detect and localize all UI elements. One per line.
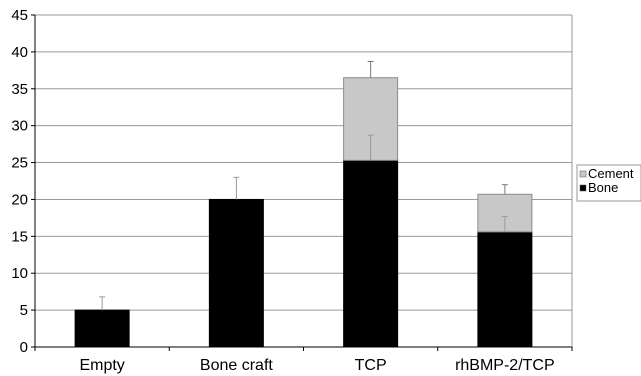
y-tick-label: 0 xyxy=(20,339,28,356)
y-tick-label: 20 xyxy=(11,191,28,208)
x-tick-label: TCP xyxy=(355,357,387,374)
legend-swatch-cement xyxy=(579,170,587,178)
bar-bone-0 xyxy=(74,309,130,348)
legend-label-bone: Bone xyxy=(588,180,618,195)
y-tick-label: 10 xyxy=(11,265,28,282)
x-tick-label: rhBMP-2/TCP xyxy=(455,357,555,374)
bar-bone-1 xyxy=(208,198,264,348)
legend-box xyxy=(576,164,641,202)
x-tick-label: Bone craft xyxy=(200,357,273,374)
y-tick-label: 25 xyxy=(11,155,28,172)
legend-swatch-bone xyxy=(579,184,587,192)
y-tick-label: 45 xyxy=(11,7,28,24)
legend-label-cement: Cement xyxy=(588,166,634,181)
y-tick-label: 30 xyxy=(11,118,28,135)
y-tick-label: 15 xyxy=(11,228,28,245)
y-tick-label: 40 xyxy=(11,44,28,61)
y-tick-label: 35 xyxy=(11,81,28,98)
bar-bone-3 xyxy=(477,231,533,348)
x-tick-label: Empty xyxy=(79,357,124,374)
bar-bone-2 xyxy=(343,159,399,348)
y-tick-label: 5 xyxy=(20,302,28,319)
